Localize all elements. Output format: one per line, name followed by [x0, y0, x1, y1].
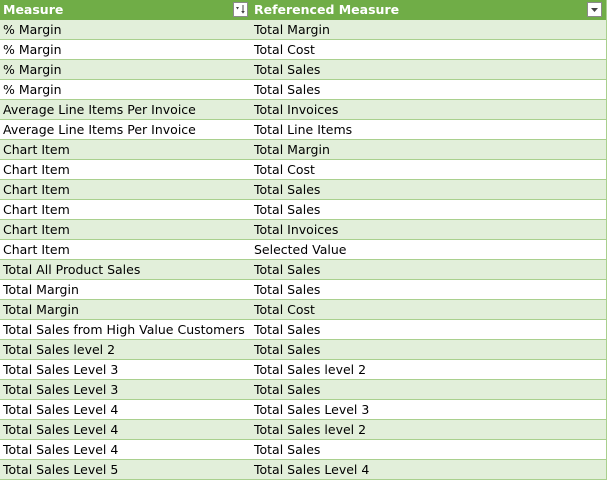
table-row: Total Sales Level 4 Total Sales Level 3	[0, 400, 606, 420]
cell-referenced-measure[interactable]: Selected Value	[251, 240, 606, 260]
cell-measure[interactable]: Total Sales Level 4	[0, 440, 251, 460]
table-row: % Margin Total Cost	[0, 40, 606, 60]
table-row: % Margin Total Sales	[0, 60, 606, 80]
table-row: Chart Item Total Cost	[0, 160, 606, 180]
cell-measure[interactable]: Total Sales Level 3	[0, 380, 251, 400]
cell-referenced-measure[interactable]: Total Sales	[251, 280, 606, 300]
cell-measure[interactable]: Total All Product Sales	[0, 260, 251, 280]
table-row: Total Sales from High Value Customers Tot…	[0, 320, 606, 340]
cell-referenced-measure[interactable]: Total Margin	[251, 20, 606, 40]
cell-referenced-measure[interactable]: Total Cost	[251, 160, 606, 180]
cell-referenced-measure[interactable]: Total Sales	[251, 320, 606, 340]
cell-referenced-measure[interactable]: Total Sales	[251, 440, 606, 460]
header-measure[interactable]: Measure	[0, 0, 251, 20]
cell-measure[interactable]: Average Line Items Per Invoice	[0, 120, 251, 140]
cell-measure[interactable]: % Margin	[0, 20, 251, 40]
cell-referenced-measure[interactable]: Total Invoices	[251, 100, 606, 120]
table-row: Chart Item Total Margin	[0, 140, 606, 160]
cell-measure[interactable]: % Margin	[0, 60, 251, 80]
cell-referenced-measure[interactable]: Total Cost	[251, 300, 606, 320]
cell-measure[interactable]: Chart Item	[0, 200, 251, 220]
table-row: Total Sales Level 4 Total Sales level 2	[0, 420, 606, 440]
cell-referenced-measure[interactable]: Total Sales level 2	[251, 420, 606, 440]
cell-measure[interactable]: % Margin	[0, 80, 251, 100]
cell-referenced-measure[interactable]: Total Sales	[251, 60, 606, 80]
cell-measure[interactable]: Chart Item	[0, 140, 251, 160]
table-row: % Margin Total Sales	[0, 80, 606, 100]
cell-referenced-measure[interactable]: Total Line Items	[251, 120, 606, 140]
cell-referenced-measure[interactable]: Total Sales level 2	[251, 360, 606, 380]
filter-dropdown-icon[interactable]	[587, 2, 602, 17]
table-row: Total Sales Level 4 Total Sales	[0, 440, 606, 460]
cell-measure[interactable]: Chart Item	[0, 160, 251, 180]
cell-measure[interactable]: Average Line Items Per Invoice	[0, 100, 251, 120]
table-row: Total Sales Level 3 Total Sales level 2	[0, 360, 606, 380]
cell-measure[interactable]: % Margin	[0, 40, 251, 60]
cell-referenced-measure[interactable]: Total Sales	[251, 380, 606, 400]
table-row: Chart Item Selected Value	[0, 240, 606, 260]
cell-measure[interactable]: Total Margin	[0, 300, 251, 320]
cell-referenced-measure[interactable]: Total Sales	[251, 180, 606, 200]
table-row: Total Margin Total Cost	[0, 300, 606, 320]
cell-measure[interactable]: Total Margin	[0, 280, 251, 300]
table-row: Chart Item Total Sales	[0, 200, 606, 220]
cell-referenced-measure[interactable]: Total Sales	[251, 260, 606, 280]
table-row: Average Line Items Per Invoice Total Line…	[0, 120, 606, 140]
table-row: Total Sales level 2 Total Sales	[0, 340, 606, 360]
table-row: Total All Product Sales Total Sales	[0, 260, 606, 280]
table-row: Total Sales Level 5 Total Sales Level 4	[0, 460, 606, 480]
cell-measure[interactable]: Total Sales Level 4	[0, 420, 251, 440]
cell-referenced-measure[interactable]: Total Cost	[251, 40, 606, 60]
cell-referenced-measure[interactable]: Total Sales	[251, 200, 606, 220]
cell-measure[interactable]: Total Sales from High Value Customers	[0, 320, 251, 340]
cell-measure[interactable]: Chart Item	[0, 220, 251, 240]
cell-measure[interactable]: Total Sales Level 5	[0, 460, 251, 480]
header-referenced-measure-label: Referenced Measure	[254, 2, 400, 17]
table-body: % Margin Total Margin% Margin Total Cost% …	[0, 20, 606, 480]
header-referenced-measure[interactable]: Referenced Measure	[251, 0, 606, 20]
header-measure-label: Measure	[3, 2, 64, 17]
cell-referenced-measure[interactable]: Total Margin	[251, 140, 606, 160]
table-row: Chart Item Total Sales	[0, 180, 606, 200]
cell-referenced-measure[interactable]: Total Sales Level 4	[251, 460, 606, 480]
cell-measure[interactable]: Total Sales level 2	[0, 340, 251, 360]
cell-referenced-measure[interactable]: Total Sales	[251, 80, 606, 100]
table-row: Average Line Items Per Invoice Total Invo…	[0, 100, 606, 120]
table-row: % Margin Total Margin	[0, 20, 606, 40]
cell-referenced-measure[interactable]: Total Sales Level 3	[251, 400, 606, 420]
cell-referenced-measure[interactable]: Total Sales	[251, 340, 606, 360]
cell-measure[interactable]: Chart Item	[0, 180, 251, 200]
cell-referenced-measure[interactable]: Total Invoices	[251, 220, 606, 240]
cell-measure[interactable]: Total Sales Level 4	[0, 400, 251, 420]
table-row: Total Margin Total Sales	[0, 280, 606, 300]
table-header-row: Measure Referenced Measure	[0, 0, 606, 20]
table-row: Total Sales Level 3 Total Sales	[0, 380, 606, 400]
cell-measure[interactable]: Total Sales Level 3	[0, 360, 251, 380]
table-row: Chart Item Total Invoices	[0, 220, 606, 240]
sort-filter-icon[interactable]	[233, 2, 248, 17]
cell-measure[interactable]: Chart Item	[0, 240, 251, 260]
